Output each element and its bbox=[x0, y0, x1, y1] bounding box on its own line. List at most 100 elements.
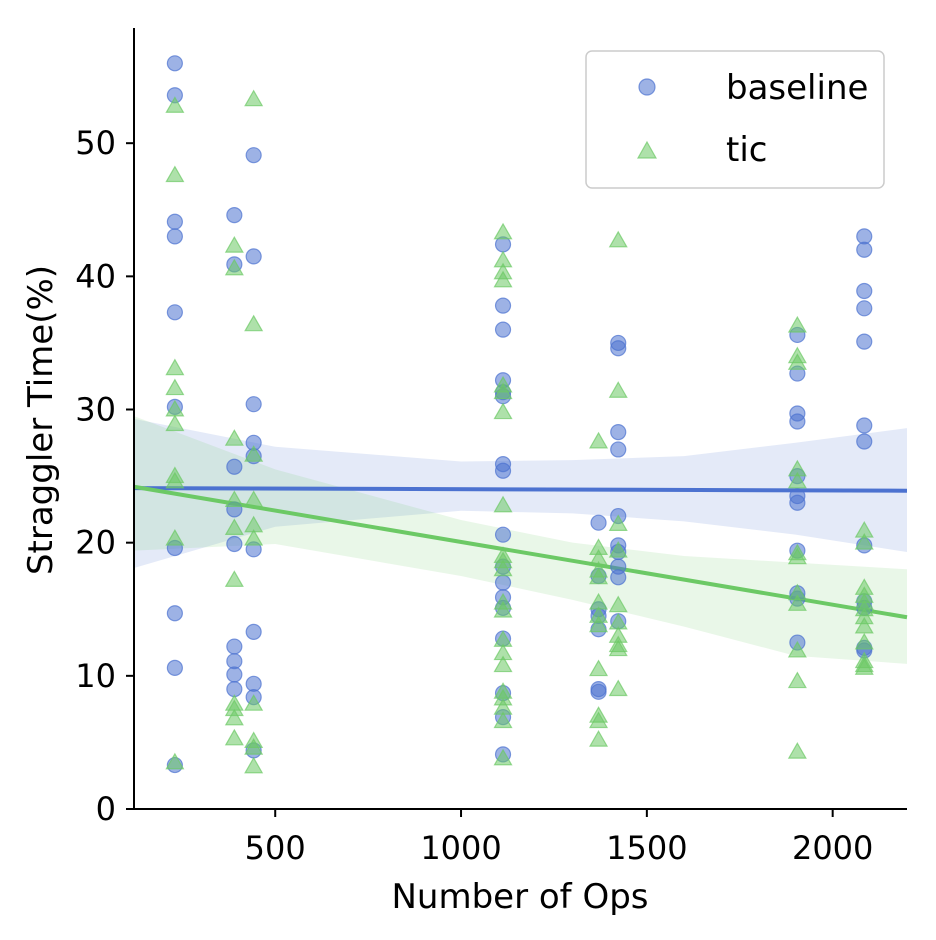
y-tick-label: 0 bbox=[96, 790, 116, 828]
point-baseline bbox=[226, 666, 243, 683]
regression-lines bbox=[133, 484, 908, 620]
point-tic bbox=[589, 711, 609, 729]
point-tic bbox=[787, 353, 807, 370]
scatter-points bbox=[165, 55, 874, 774]
point-tic bbox=[608, 679, 628, 697]
point-baseline bbox=[226, 458, 243, 475]
point-tic bbox=[165, 96, 185, 113]
point-baseline bbox=[226, 535, 243, 553]
point-tic bbox=[608, 230, 628, 248]
point-tic bbox=[165, 528, 185, 546]
point-baseline bbox=[610, 569, 627, 586]
legend: baseline tic bbox=[585, 50, 885, 189]
point-baseline bbox=[245, 147, 262, 164]
point-tic bbox=[787, 471, 807, 489]
y-tick-label: 50 bbox=[75, 124, 116, 162]
y-axis-title: Straggler Time(%) bbox=[21, 265, 61, 575]
point-tic bbox=[589, 659, 609, 677]
point-tic bbox=[787, 547, 807, 565]
point-tic bbox=[244, 89, 264, 107]
point-tic bbox=[493, 600, 513, 618]
regression-line-tic bbox=[133, 484, 908, 620]
point-tic bbox=[224, 258, 244, 276]
x-tick-label: 2000 bbox=[792, 829, 873, 867]
point-baseline bbox=[610, 441, 627, 458]
point-tic bbox=[787, 742, 807, 759]
point-baseline bbox=[494, 526, 512, 543]
point-tic bbox=[493, 495, 513, 513]
point-baseline bbox=[166, 213, 183, 230]
point-tic bbox=[493, 402, 513, 420]
legend-label-baseline: baseline bbox=[726, 68, 868, 108]
point-baseline bbox=[610, 424, 627, 441]
ci-band-tic bbox=[134, 416, 907, 664]
point-tic bbox=[589, 730, 609, 747]
point-baseline bbox=[166, 228, 183, 245]
point-tic bbox=[589, 615, 609, 633]
x-tick-label: 500 bbox=[245, 829, 306, 867]
point-baseline bbox=[590, 683, 607, 700]
x-tick-label: 1000 bbox=[420, 829, 501, 867]
x-ticks: 500 1000 1500 2000 bbox=[245, 809, 873, 867]
point-tic bbox=[224, 570, 244, 587]
legend-marker-tic bbox=[636, 140, 658, 159]
point-tic bbox=[493, 748, 513, 766]
point-baseline bbox=[856, 282, 873, 300]
x-axis-title: Number of Ops bbox=[391, 877, 648, 917]
regression-line-baseline bbox=[133, 486, 908, 493]
point-tic bbox=[493, 655, 513, 673]
point-baseline bbox=[245, 248, 262, 265]
point-tic bbox=[224, 490, 244, 508]
y-tick-label: 20 bbox=[75, 524, 116, 562]
point-tic bbox=[244, 528, 264, 546]
point-baseline bbox=[610, 340, 627, 357]
point-tic bbox=[244, 756, 264, 774]
point-baseline bbox=[166, 304, 183, 321]
point-tic bbox=[224, 518, 244, 536]
point-baseline bbox=[789, 494, 806, 511]
confidence-bands bbox=[134, 416, 907, 664]
y-tick-label: 40 bbox=[75, 257, 116, 295]
point-tic bbox=[787, 315, 807, 333]
ci-band-baseline bbox=[134, 418, 907, 568]
point-tic bbox=[244, 445, 264, 462]
point-tic bbox=[244, 738, 264, 755]
point-tic bbox=[244, 490, 264, 508]
point-tic bbox=[787, 671, 807, 689]
point-baseline bbox=[166, 605, 183, 622]
point-tic bbox=[165, 358, 185, 376]
point-baseline bbox=[856, 241, 873, 258]
point-tic bbox=[493, 222, 513, 240]
point-baseline bbox=[166, 659, 183, 676]
point-tic bbox=[854, 532, 874, 550]
point-baseline bbox=[856, 433, 873, 450]
point-tic bbox=[608, 639, 628, 657]
point-tic bbox=[787, 640, 807, 658]
point-tic bbox=[165, 378, 185, 396]
point-tic bbox=[589, 431, 609, 449]
point-baseline bbox=[226, 206, 243, 224]
point-tic bbox=[165, 165, 185, 183]
point-tic bbox=[493, 559, 513, 577]
point-tic bbox=[224, 236, 244, 253]
legend-box bbox=[585, 50, 885, 189]
y-ticks: 0 10 20 30 40 50 bbox=[75, 124, 134, 828]
point-tic bbox=[854, 632, 874, 650]
point-baseline bbox=[789, 413, 806, 430]
point-tic bbox=[608, 540, 628, 558]
point-tic bbox=[224, 708, 244, 726]
point-baseline bbox=[856, 417, 873, 434]
point-tic bbox=[224, 429, 244, 446]
point-tic bbox=[493, 382, 513, 400]
point-tic bbox=[589, 567, 609, 585]
point-tic bbox=[493, 711, 513, 729]
point-tic bbox=[244, 694, 264, 711]
legend-label-tic: tic bbox=[726, 130, 767, 170]
point-tic bbox=[608, 595, 628, 613]
point-tic bbox=[165, 752, 185, 770]
point-tic bbox=[854, 658, 874, 675]
point-baseline bbox=[856, 333, 873, 350]
point-baseline bbox=[494, 574, 512, 591]
y-tick-label: 10 bbox=[75, 657, 116, 695]
